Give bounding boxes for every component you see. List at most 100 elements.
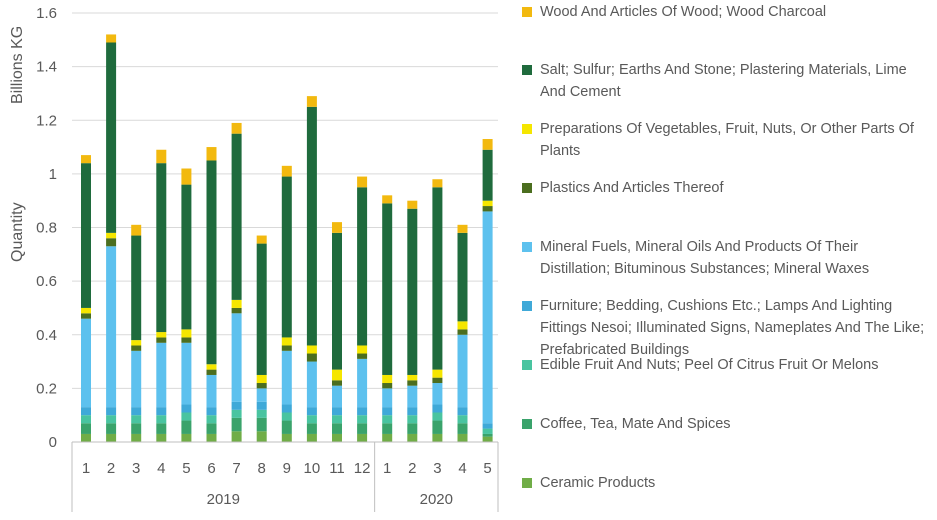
bar-segment bbox=[432, 377, 443, 384]
bar-segment bbox=[407, 385, 418, 408]
bar-segment bbox=[181, 420, 192, 434]
x-tick-label: 3 bbox=[433, 460, 441, 477]
legend-label: Ceramic Products bbox=[540, 475, 656, 491]
legend-label: Coffee, Tea, Mate And Spices bbox=[540, 416, 731, 432]
bar-segment bbox=[231, 299, 242, 308]
legend-swatch bbox=[522, 124, 532, 134]
bar-segment bbox=[432, 369, 443, 378]
bar-segment bbox=[206, 407, 217, 416]
x-group-label: 2019 bbox=[207, 491, 240, 508]
bar-segment bbox=[106, 415, 117, 424]
bar-segment bbox=[256, 409, 267, 418]
bar-segment bbox=[306, 433, 317, 442]
bar-segment bbox=[131, 350, 142, 408]
bar-segment bbox=[482, 423, 493, 429]
legend-swatch bbox=[522, 478, 532, 488]
bar-segment bbox=[131, 423, 142, 434]
bar-segment bbox=[306, 96, 317, 107]
bar-segment bbox=[382, 374, 393, 384]
bar-segment bbox=[457, 407, 468, 416]
bar-segment bbox=[156, 423, 167, 434]
bar-segment bbox=[181, 412, 192, 421]
bar-segment bbox=[306, 345, 317, 354]
bar-segment bbox=[156, 407, 167, 416]
bar-segment bbox=[256, 383, 267, 389]
x-tick-label: 6 bbox=[207, 460, 215, 477]
bar-segment bbox=[181, 337, 192, 343]
bar-segment bbox=[357, 407, 368, 416]
bar-segment bbox=[181, 168, 192, 185]
bar-segment bbox=[432, 383, 443, 405]
bar-segment bbox=[382, 407, 393, 416]
bar-segment bbox=[432, 179, 443, 188]
bars bbox=[81, 34, 493, 442]
bar-segment bbox=[81, 313, 91, 319]
bar-segment bbox=[81, 407, 91, 416]
bar-segment bbox=[407, 374, 418, 381]
bar-segment bbox=[256, 417, 267, 432]
bar-segment bbox=[106, 433, 117, 442]
bar-segment bbox=[256, 388, 267, 402]
y-axis-title: Quantity bbox=[9, 202, 26, 262]
bar-segment bbox=[306, 106, 317, 346]
bar-segment bbox=[382, 388, 393, 408]
bar-segment bbox=[332, 232, 342, 370]
legend: Wood And Articles Of Wood; Wood Charcoal… bbox=[522, 0, 937, 520]
bar-segment bbox=[482, 139, 493, 150]
bar-segment bbox=[306, 353, 317, 362]
bar-segment bbox=[231, 133, 242, 300]
bar-segment bbox=[181, 329, 192, 338]
bar-segment bbox=[357, 358, 368, 408]
bar-segment bbox=[231, 401, 242, 410]
bar-segment bbox=[457, 334, 468, 408]
bar-segment bbox=[332, 369, 342, 381]
legend-swatch bbox=[522, 7, 532, 17]
bar-segment bbox=[432, 420, 443, 434]
bar-segment bbox=[407, 208, 418, 375]
y-tick-label: 0.6 bbox=[36, 273, 57, 290]
bar-segment bbox=[482, 428, 493, 434]
y-tick-label: 1 bbox=[49, 166, 57, 183]
bar-segment bbox=[407, 423, 418, 434]
bar-segment bbox=[357, 353, 368, 359]
y-tick-label: 0 bbox=[49, 434, 57, 451]
x-tick-label: 4 bbox=[157, 460, 165, 477]
bar-segment bbox=[357, 433, 368, 442]
y-axis-unit-label: Billions KG bbox=[9, 26, 26, 104]
x-tick-label: 12 bbox=[354, 460, 371, 477]
bar-segment bbox=[131, 345, 142, 351]
bar-segment bbox=[281, 345, 292, 351]
bar-segment bbox=[432, 404, 443, 413]
bar-segment bbox=[156, 342, 167, 408]
bar-segment bbox=[407, 407, 418, 416]
bar-segment bbox=[407, 380, 418, 386]
legend-label: Furniture; Bedding, Cushions Etc.; Lamps… bbox=[540, 298, 925, 358]
bar-segment bbox=[332, 423, 342, 434]
y-tick-label: 0.8 bbox=[36, 220, 57, 237]
bar-segment bbox=[382, 203, 393, 375]
bar-segment bbox=[281, 420, 292, 434]
bar-segment bbox=[256, 235, 267, 244]
y-tick-label: 1.4 bbox=[36, 59, 57, 76]
bar-segment bbox=[382, 195, 393, 204]
bar-segment bbox=[231, 409, 242, 418]
bar-segment bbox=[281, 337, 292, 346]
bar-segment bbox=[332, 407, 342, 416]
bar-segment bbox=[156, 337, 167, 343]
bar-segment bbox=[156, 415, 167, 424]
bar-segment bbox=[306, 407, 317, 416]
x-tick-label: 1 bbox=[82, 460, 90, 477]
bar-segment bbox=[281, 433, 292, 442]
bar-segment bbox=[81, 163, 91, 308]
bar-segment bbox=[482, 433, 493, 437]
legend-item: Preparations Of Vegetables, Fruit, Nuts,… bbox=[522, 119, 932, 162]
bar-segment bbox=[106, 246, 117, 408]
bar-segment bbox=[457, 232, 468, 322]
legend-label: Mineral Fuels, Mineral Oils And Products… bbox=[540, 239, 870, 277]
bar-segment bbox=[306, 361, 317, 408]
bar-segment bbox=[306, 423, 317, 434]
bar-segment bbox=[231, 417, 242, 432]
bar-segment bbox=[156, 149, 167, 164]
bar-segment bbox=[231, 431, 242, 442]
